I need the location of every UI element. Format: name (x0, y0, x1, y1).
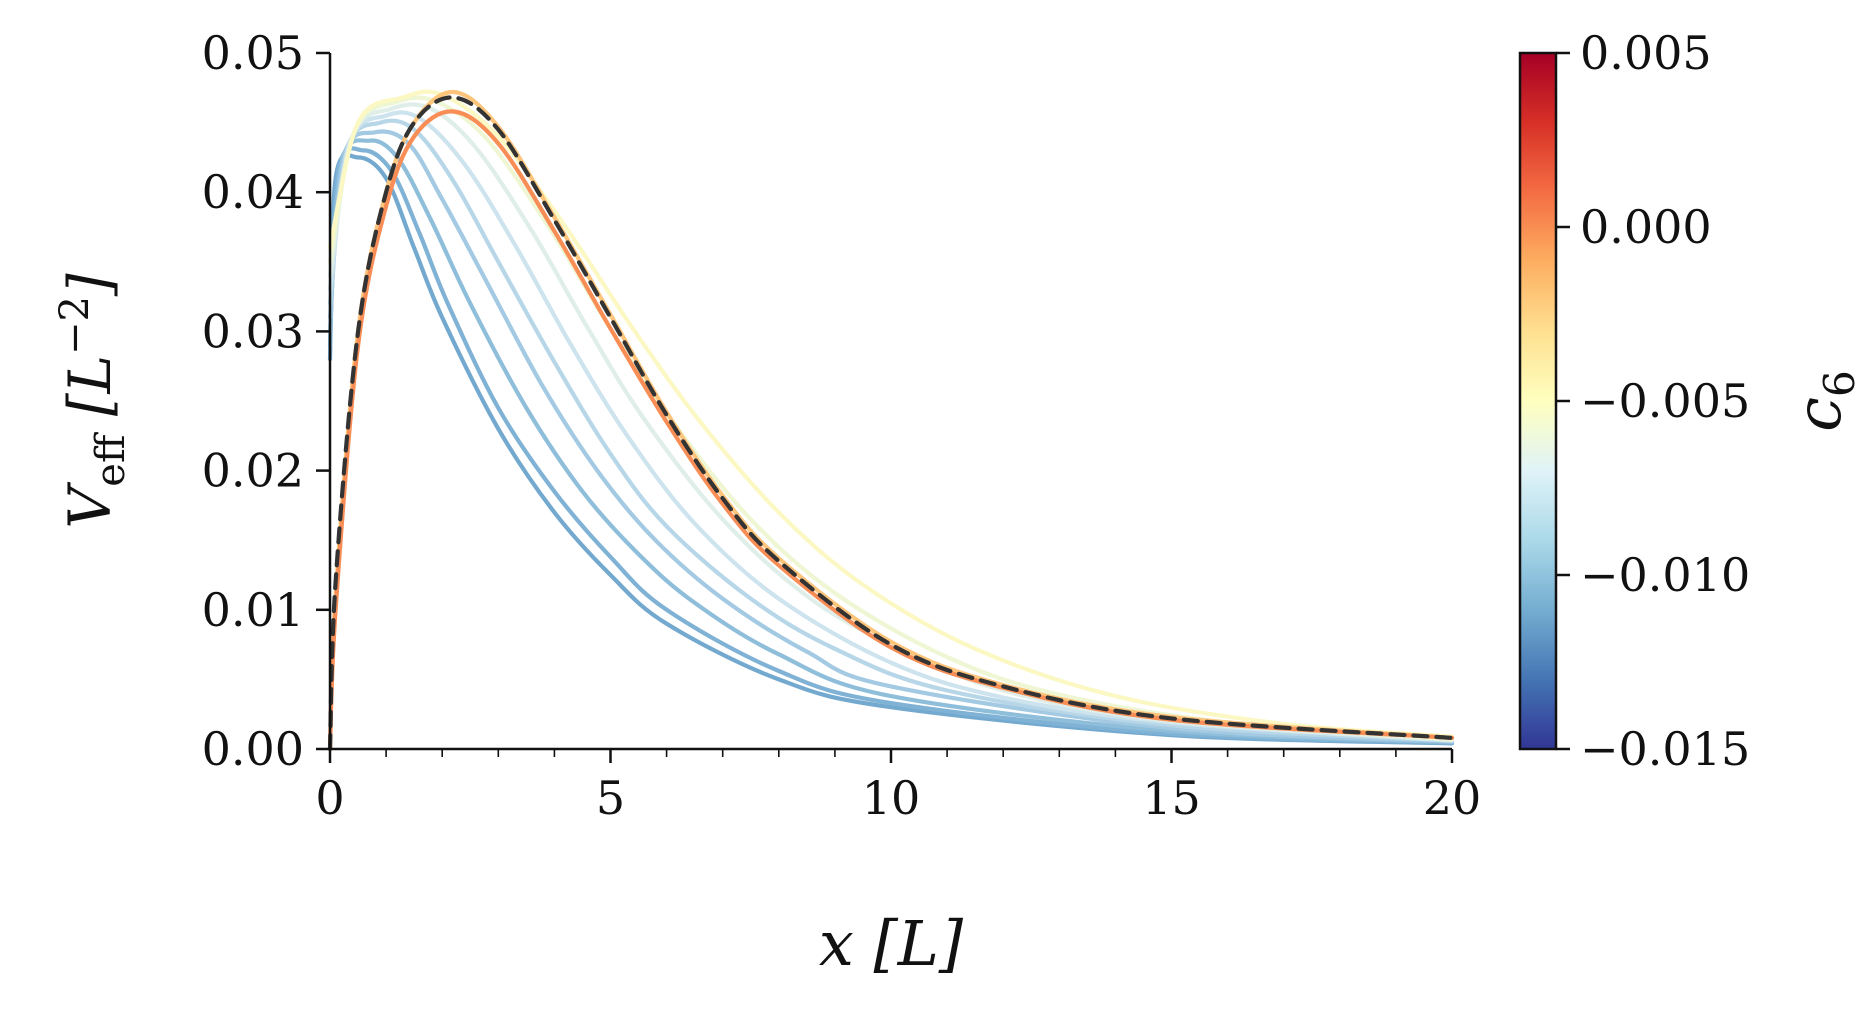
y-tick-label: 0.00 (202, 722, 304, 776)
series-line-5 (327, 110, 1455, 743)
x-axis-label: x [L] (819, 907, 964, 980)
x-tick-label: 5 (596, 771, 625, 825)
x-tick-label: 0 (315, 771, 344, 825)
series-line-8 (327, 89, 1455, 739)
y-tick-label: 0.05 (202, 26, 304, 80)
y-tick-label: 0.03 (202, 304, 304, 358)
colorbar-tick-label: −0.015 (1580, 722, 1750, 776)
axis-labels: x [L] Veff [L−2] c6 (52, 273, 1864, 980)
y-tick-label: 0.01 (202, 583, 304, 637)
series-line-6 (327, 102, 1455, 743)
reference-dashed-line (327, 95, 1455, 752)
x-tick-label: 15 (1142, 771, 1201, 825)
axes: 0 5 10 15 20 0.00 0.01 0.02 0.03 0.04 0.05 (202, 26, 1482, 825)
series-line-0 (327, 153, 1455, 746)
series-line-1 (327, 146, 1455, 745)
colorbar-tick-label: −0.005 (1580, 374, 1750, 428)
y-tick-label: 0.02 (202, 444, 304, 498)
y-tick-label: 0.04 (202, 165, 304, 219)
colorbar-label: c6 (1782, 370, 1864, 431)
series-line-2 (327, 138, 1455, 745)
colorbar-gradient (1518, 51, 1558, 751)
x-tick-label: 10 (862, 771, 921, 825)
series-line-9 (327, 89, 1455, 752)
plot-area (327, 89, 1455, 752)
colorbar-tick-label: 0.005 (1580, 26, 1712, 80)
colorbar-tick-label: −0.010 (1580, 548, 1750, 602)
y-axis-label: Veff [L−2] (52, 273, 134, 529)
x-tick-label: 20 (1423, 771, 1482, 825)
colorbar-tick-label: 0.000 (1580, 200, 1712, 254)
series-line-4 (327, 118, 1455, 743)
colorbar: 0.005 0.000 −0.005 −0.010 −0.015 (1518, 26, 1750, 776)
series-line-3 (327, 129, 1455, 744)
